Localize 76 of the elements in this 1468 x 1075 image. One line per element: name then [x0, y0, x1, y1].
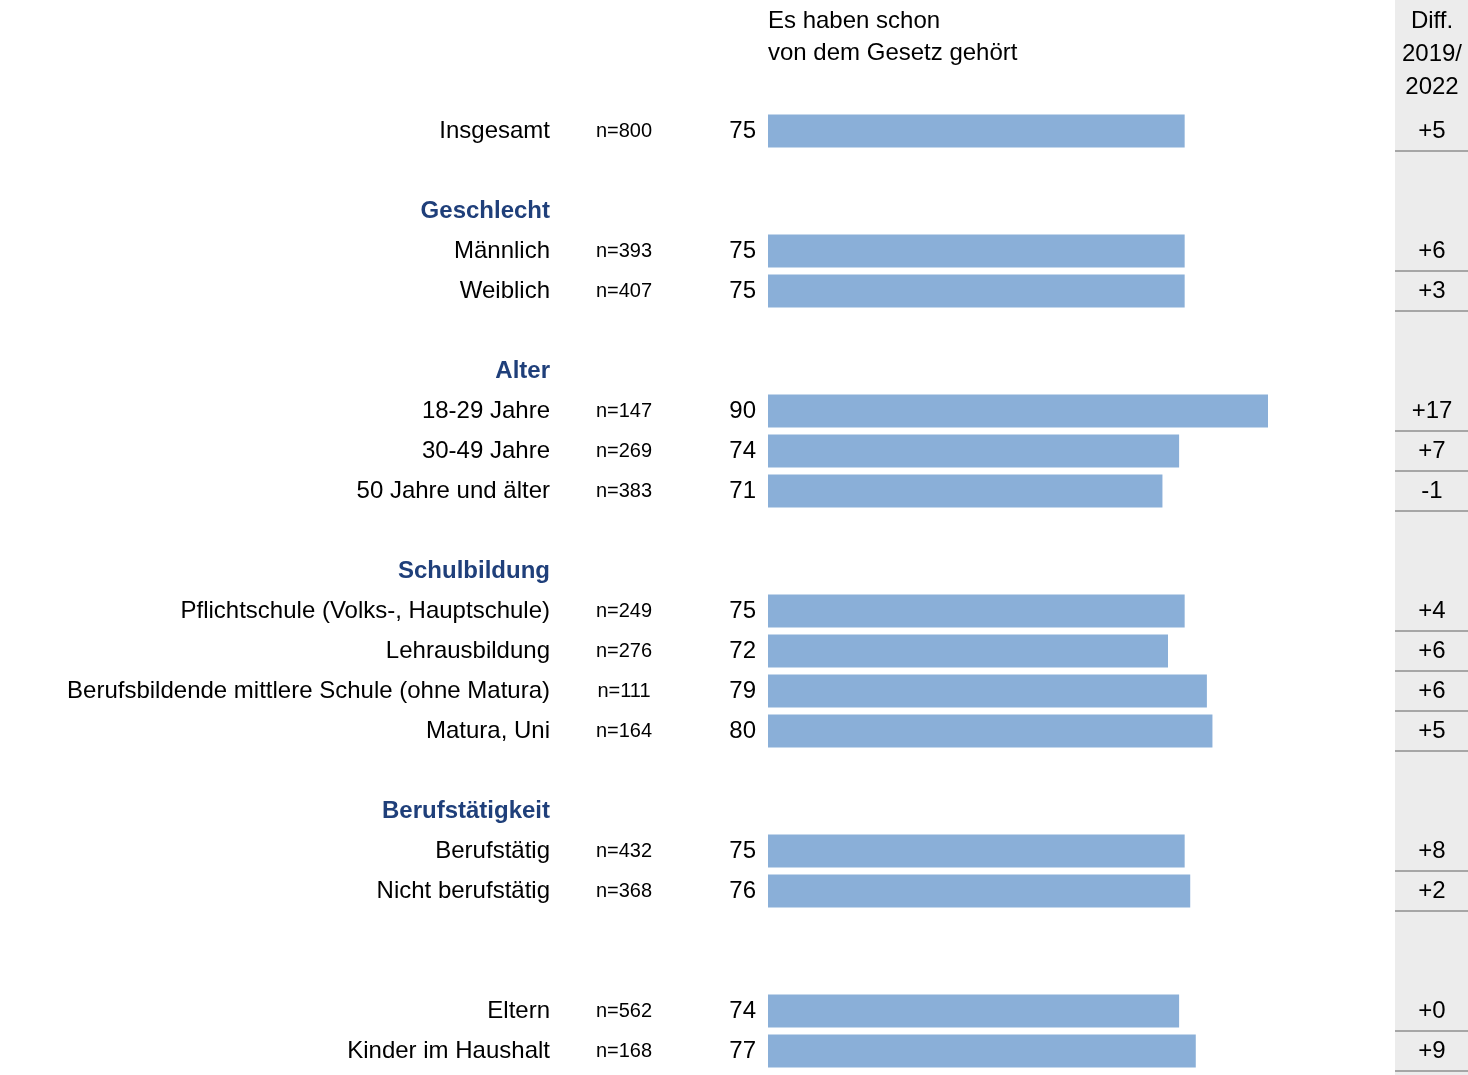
text: +5	[1418, 115, 1446, 143]
text: +9	[1418, 1035, 1446, 1063]
text: +5	[1418, 715, 1446, 743]
text: +6	[1418, 675, 1446, 703]
text: n=562	[595, 998, 653, 1021]
text: +4	[1418, 595, 1446, 623]
text: n=393	[595, 238, 653, 261]
bar	[768, 234, 1185, 268]
y-tick-label: Berufstätigkeit	[381, 795, 550, 823]
data-label: 74	[729, 435, 756, 463]
text: n=168	[595, 1038, 653, 1061]
text: n=383	[595, 478, 653, 501]
text: n=276	[595, 638, 653, 661]
text: n=249	[595, 598, 653, 621]
text: n=147	[595, 398, 653, 421]
y-tick-label: Insgesamt	[439, 115, 551, 143]
y-tick-label: Eltern	[487, 995, 550, 1023]
bar	[768, 674, 1207, 708]
data-label: 77	[729, 1035, 756, 1063]
text: +3	[1418, 275, 1446, 303]
text: n=368	[595, 878, 653, 901]
data-label: 90	[729, 395, 756, 423]
y-tick-label: Nicht berufstätig	[376, 875, 550, 903]
text: n=407	[595, 278, 653, 301]
data-label: 75	[729, 835, 756, 863]
y-tick-label: 18-29 Jahre	[421, 395, 550, 423]
y-tick-label: Männlich	[453, 235, 550, 263]
y-tick-label: 50 Jahre und älter	[356, 475, 550, 503]
text: -1	[1421, 475, 1443, 503]
bar	[768, 394, 1268, 428]
text: n=164	[595, 718, 653, 741]
bar	[768, 634, 1168, 668]
bar	[768, 714, 1213, 748]
data-label: 75	[729, 115, 756, 143]
y-tick-label: Alter	[495, 355, 550, 383]
text: +7	[1418, 435, 1446, 463]
y-tick-label: 30-49 Jahre	[421, 435, 550, 463]
data-label: 75	[729, 595, 756, 623]
text: +6	[1418, 635, 1446, 663]
text: +0	[1418, 995, 1446, 1023]
y-tick-label: Schulbildung	[398, 555, 550, 583]
data-label: 79	[729, 675, 756, 703]
bar	[768, 874, 1191, 908]
text: n=111	[597, 678, 651, 701]
data-label: 75	[729, 235, 756, 263]
y-tick-label: Berufsbildende mittlere Schule (ohne Matura)	[67, 675, 550, 703]
text: n=269	[595, 438, 653, 461]
data-label: 75	[729, 275, 756, 303]
data-label: 71	[729, 475, 756, 503]
data-label: 72	[729, 635, 756, 663]
y-tick-label: Lehrausbildung	[385, 635, 550, 663]
bar	[768, 434, 1180, 468]
y-tick-label: Pflichtschule (Volks-, Hauptschule)	[180, 595, 550, 623]
data-label: 76	[729, 875, 756, 903]
bar	[768, 274, 1185, 308]
text: n=800	[595, 118, 653, 141]
text: Diff. 2019/ 2022	[1401, 5, 1463, 99]
bar	[768, 114, 1185, 148]
bar	[768, 594, 1185, 628]
bar	[768, 474, 1163, 508]
data-label: 74	[729, 995, 756, 1023]
text: +17	[1411, 395, 1453, 423]
text: +8	[1418, 835, 1446, 863]
data-label: 80	[729, 715, 756, 743]
bar	[768, 994, 1180, 1028]
y-tick-label: Berufstätig	[435, 835, 550, 863]
chart-title: Es haben schon von dem Gesetz gehört	[768, 5, 1018, 65]
y-tick-label: Kinder im Haushalt	[347, 1035, 551, 1063]
bar	[768, 1034, 1196, 1068]
bar	[768, 834, 1185, 868]
y-tick-label: Weiblich	[459, 275, 550, 303]
text: n=432	[595, 838, 653, 861]
text: +2	[1418, 875, 1446, 903]
text: +6	[1418, 235, 1446, 263]
y-tick-label: Geschlecht	[420, 195, 550, 223]
y-tick-label: Matura, Uni	[425, 715, 550, 743]
